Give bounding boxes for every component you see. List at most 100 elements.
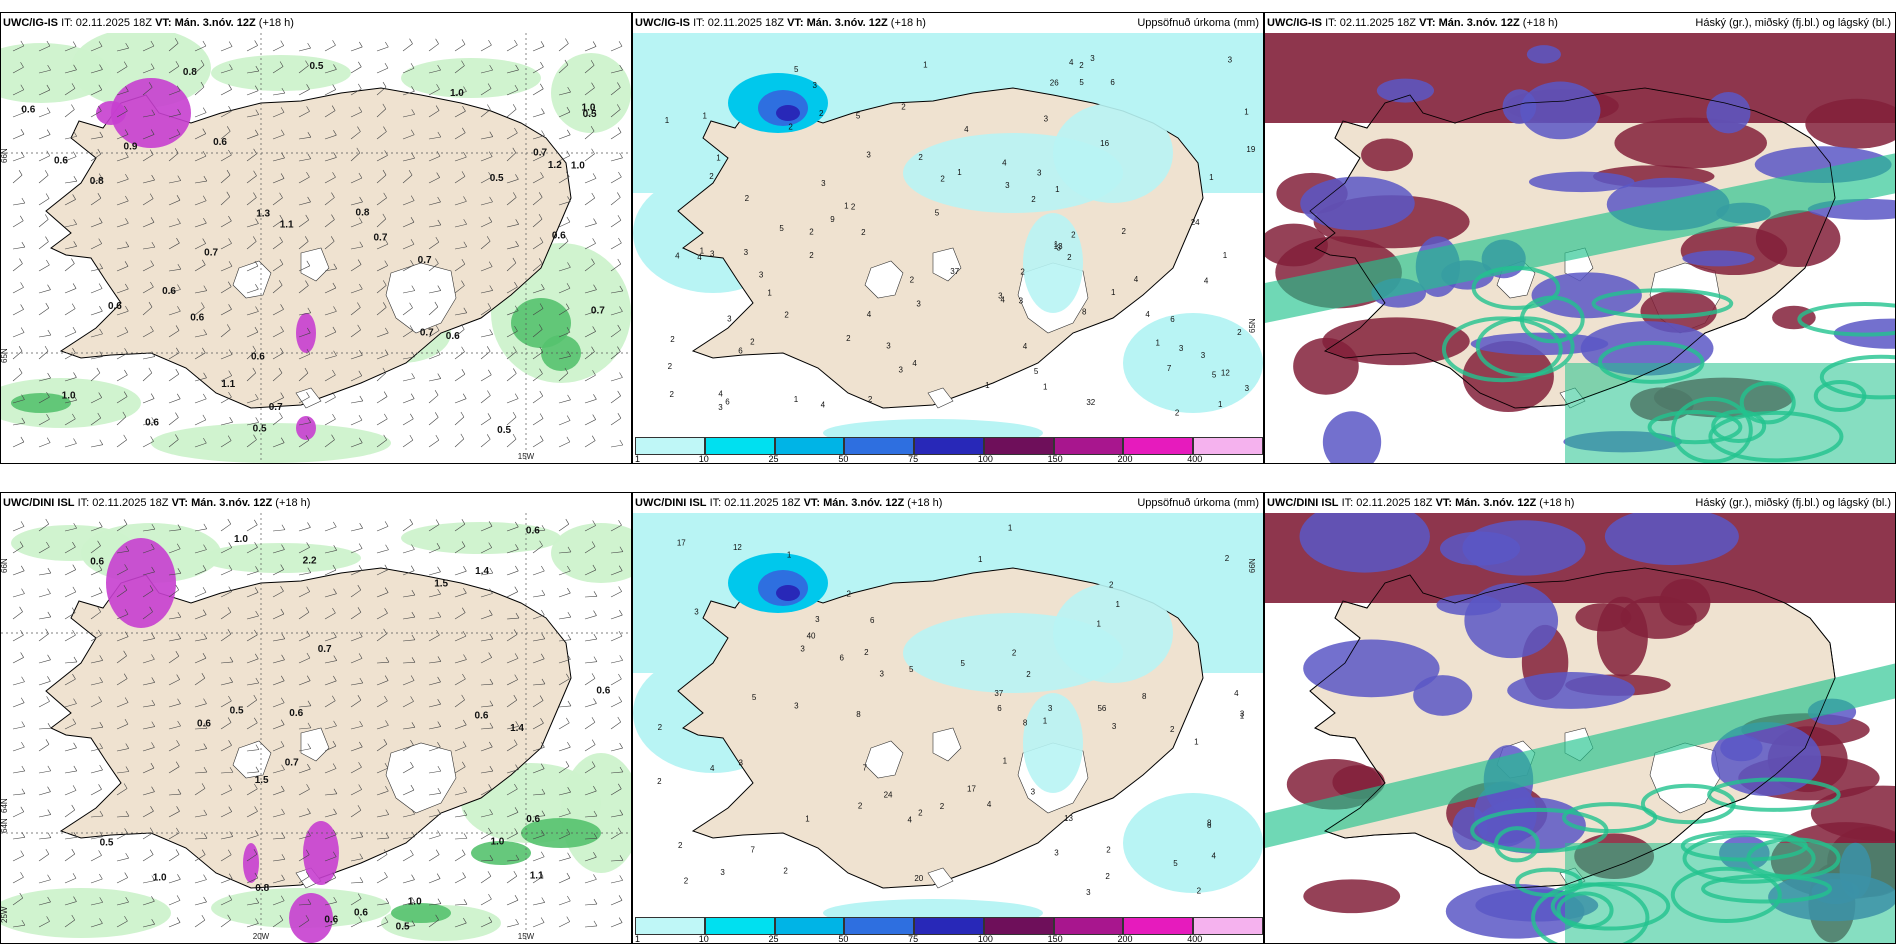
wind-barb-flag [436, 151, 441, 157]
wind-barb [12, 726, 25, 730]
wind-barb-flag [410, 761, 414, 768]
wind-barb-flag [357, 584, 362, 591]
wind-barb [584, 879, 597, 884]
wind-barb-flag [21, 676, 25, 682]
wind-barb [324, 89, 336, 96]
wind-barb-flag [202, 259, 206, 265]
wind-barb [298, 854, 310, 862]
wind-barb-flag [593, 218, 597, 224]
wind-barb [610, 660, 623, 664]
precip-value-label: 1 [957, 168, 962, 177]
precip-value-label: 2 [1170, 725, 1175, 734]
wind-barb [298, 920, 310, 928]
wind-barb [168, 854, 180, 862]
wind-barb [168, 589, 179, 598]
wind-barb-flag [590, 60, 595, 66]
wind-barb-flag [332, 369, 336, 376]
wind-barb-flag [203, 833, 208, 839]
wind-barb [558, 813, 571, 818]
wind-barb [558, 678, 570, 686]
wind-barb [116, 110, 128, 118]
wind-barb-flag [201, 849, 206, 855]
precip-value-label: 0.8 [183, 67, 197, 78]
wind-barb [584, 525, 596, 532]
precip-area [211, 55, 351, 91]
mid-cloud-area [1502, 89, 1537, 124]
wind-barb [168, 793, 181, 796]
wind-barb-flag [619, 809, 624, 815]
precip-value-label: 0.8 [255, 883, 269, 894]
wind-barb [402, 901, 415, 906]
high-cloud-contour [1441, 316, 1563, 383]
wind-barb [298, 422, 311, 426]
wind-barb-flag [411, 589, 416, 596]
wind-barb-flag [175, 761, 180, 767]
wind-barb [376, 661, 389, 664]
wind-barb-flag [618, 630, 623, 637]
wind-barb-flag [565, 761, 570, 767]
wind-barb-flag [307, 722, 312, 729]
wind-barb-flag [281, 764, 285, 770]
wind-barb-flag [567, 565, 571, 572]
wind-barb [298, 572, 311, 576]
wind-barb [480, 201, 493, 206]
high-cloud-contour [1591, 288, 1734, 319]
wind-barb-flag [73, 742, 77, 748]
wind-barb-flag [332, 84, 336, 90]
wind-barb [64, 69, 77, 74]
wind-barb-flag [331, 214, 335, 220]
wind-barb [480, 683, 493, 686]
wind-barb-flag [384, 871, 388, 878]
wind-barb-flag [382, 213, 387, 220]
wind-barb-flag [513, 346, 517, 352]
wind-barb [220, 681, 233, 686]
wind-barb [298, 835, 311, 840]
wind-barb [220, 396, 232, 404]
wind-barb [402, 594, 415, 598]
wind-barb-flag [538, 324, 543, 330]
wind-barb [584, 766, 596, 774]
wind-barb [610, 395, 621, 404]
wind-barb [506, 330, 518, 338]
wind-barb-flag [514, 393, 519, 399]
wind-barb-flag [539, 390, 544, 397]
wind-barb [246, 241, 257, 250]
wind-barb [90, 153, 101, 162]
wind-barb-flag [45, 739, 50, 745]
wind-barb [64, 46, 77, 52]
mid-cloud-area [1303, 639, 1440, 698]
wind-barb-flag [489, 609, 493, 616]
wind-barb-flag [410, 63, 415, 69]
wind-barb [142, 791, 155, 796]
wind-barb [12, 611, 23, 620]
wind-barb [558, 592, 571, 598]
wind-barb-flag [410, 217, 415, 223]
wind-barb [532, 113, 545, 118]
wind-barb-flag [512, 192, 517, 198]
wind-barb [454, 592, 467, 598]
wind-barb [272, 264, 284, 272]
wind-barb [220, 836, 233, 840]
high-cloud-area [1565, 843, 1895, 943]
wind-barb-flag [333, 675, 337, 682]
wind-barb [194, 243, 206, 250]
wind-barb [116, 91, 129, 96]
wind-barb-flag [435, 325, 440, 331]
wind-barb [402, 157, 415, 162]
wind-barb-flag [123, 783, 128, 789]
wind-barb [64, 569, 76, 576]
precip-value-label: 2 [1225, 554, 1230, 563]
wind-barb-flag [304, 367, 309, 374]
wind-barb-flag [71, 83, 76, 89]
wind-barb [480, 136, 493, 140]
wind-barb [168, 703, 181, 708]
wind-barb-flag [280, 129, 285, 135]
wind-barb-flag [567, 262, 571, 268]
wind-barb [12, 263, 23, 272]
wind-barb-flag [227, 435, 232, 441]
wind-barb-flag [359, 831, 364, 837]
wind-barb-flag [437, 566, 441, 572]
wind-barb-flag [177, 524, 182, 530]
wind-barb-flag [47, 765, 52, 772]
precip-value-label: 0.5 [100, 838, 114, 849]
